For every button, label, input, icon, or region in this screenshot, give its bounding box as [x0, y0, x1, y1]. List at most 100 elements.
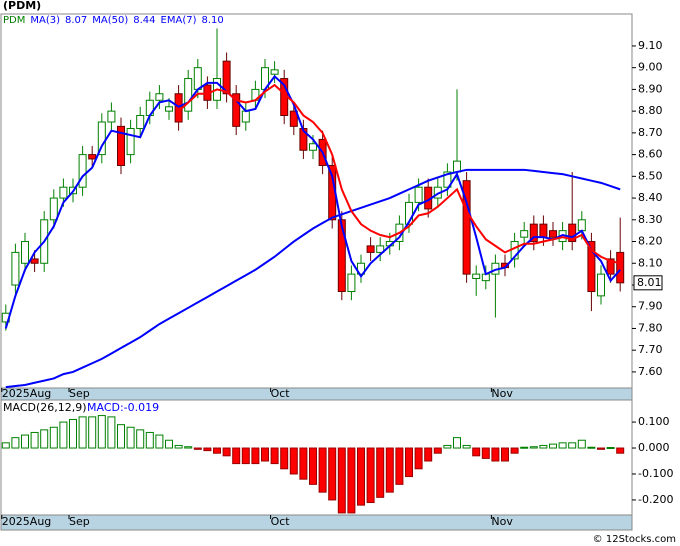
y-tick-label: 8.50 — [638, 169, 663, 182]
date-band — [0, 514, 633, 531]
macd-bar — [616, 447, 625, 454]
y-tick-label: 7.90 — [638, 300, 663, 313]
candle-body — [472, 273, 481, 279]
macd-bar — [405, 447, 413, 478]
macd-bar — [69, 418, 77, 449]
y-tick-label: 8.80 — [638, 104, 663, 117]
macd-bar — [385, 447, 394, 493]
macd-bar — [270, 447, 279, 465]
candle-body — [165, 106, 173, 112]
macd-bar — [472, 447, 481, 457]
macd-bar — [481, 447, 490, 459]
candle-body — [270, 69, 279, 75]
macd-bar — [145, 431, 154, 449]
candle-body — [376, 245, 385, 253]
y-tick-label: 0.100 — [638, 415, 670, 428]
price-panel — [0, 13, 633, 389]
macd-bar — [203, 447, 212, 452]
y-tick-label: 0.000 — [638, 441, 670, 454]
y-tick-label: 8.40 — [638, 191, 663, 204]
ma-line — [5, 168, 621, 389]
macd-bar — [30, 431, 39, 449]
macd-bar — [193, 447, 202, 450]
candle-body — [414, 186, 423, 203]
macd-bar — [49, 426, 58, 449]
macd-bar — [539, 444, 548, 449]
candle-body — [453, 160, 461, 173]
candle-body — [11, 251, 20, 286]
macd-bar — [1, 442, 10, 449]
candle-body — [155, 93, 164, 101]
candle-body — [357, 262, 365, 275]
macd-bar — [529, 446, 538, 449]
legend-entry: MA(50) — [92, 15, 128, 26]
macd-bar — [558, 442, 567, 449]
candle-body — [366, 245, 375, 253]
macd-bar — [11, 437, 20, 449]
macd-bar — [232, 447, 241, 465]
y-tick-label: 8.30 — [638, 213, 663, 226]
candle-body — [577, 219, 586, 232]
x-tick-label: Nov — [491, 387, 513, 400]
x-tick-label: Oct — [271, 387, 291, 400]
y-tick-label: 9.10 — [638, 39, 663, 52]
x-tick-label: Sep — [69, 515, 90, 528]
legend-entry: 8.10 — [201, 15, 223, 26]
legend-entry: EMA(7) — [161, 15, 197, 26]
candle-body — [337, 219, 346, 293]
candle-body — [126, 128, 135, 156]
macd-bar — [337, 447, 346, 514]
y-tick-label: 8.60 — [638, 148, 663, 161]
candle-body — [136, 114, 145, 130]
candle-body — [405, 201, 413, 225]
macd-bar — [424, 447, 433, 462]
macd-bar — [78, 416, 87, 449]
macd-bar — [59, 421, 68, 449]
y-tick-label: 8.10 — [638, 256, 663, 269]
candle-body — [30, 258, 39, 264]
candle-body — [59, 186, 68, 199]
chart-title: (PDM) — [3, 0, 41, 12]
macd-bar — [165, 439, 173, 449]
candle-body — [107, 110, 116, 123]
macd-bar — [433, 447, 442, 454]
macd-bar — [414, 447, 423, 470]
last-price-box — [633, 275, 663, 291]
macd-bar — [453, 437, 461, 449]
macd-bar — [366, 447, 375, 504]
candle-body — [616, 251, 625, 284]
macd-bar — [174, 444, 183, 449]
macd-bar — [568, 442, 577, 449]
macd-bar — [328, 447, 337, 501]
macd-bar — [443, 444, 452, 449]
candle-body — [49, 197, 58, 221]
macd-bar — [40, 429, 49, 449]
macd-bar — [347, 447, 356, 514]
candle-body — [606, 258, 615, 275]
macd-bar — [549, 443, 557, 449]
macd-bar — [251, 447, 260, 465]
candle-body — [78, 154, 87, 188]
y-tick-label: 7.70 — [638, 343, 663, 356]
macd-bar — [222, 447, 231, 457]
candle-body — [289, 110, 298, 127]
candle-body — [539, 223, 548, 238]
macd-bar — [491, 447, 500, 462]
macd-bar — [241, 447, 250, 465]
last-price-label: 8.01 — [637, 276, 662, 289]
y-tick-label: 8.20 — [638, 235, 663, 248]
macd-bar — [126, 426, 135, 449]
macd-bar — [136, 429, 145, 449]
candle-body — [587, 241, 596, 293]
candle-body — [222, 60, 231, 95]
macd-bar — [21, 434, 29, 449]
candle-body — [88, 154, 97, 160]
x-tick-label: Sep — [69, 387, 90, 400]
legend-entry: 8.44 — [133, 15, 155, 26]
y-tick-label: 8.70 — [638, 126, 663, 139]
candle-body — [193, 67, 202, 90]
candle-body — [520, 230, 529, 238]
macd-bar — [309, 447, 317, 485]
candle-body — [21, 241, 29, 264]
